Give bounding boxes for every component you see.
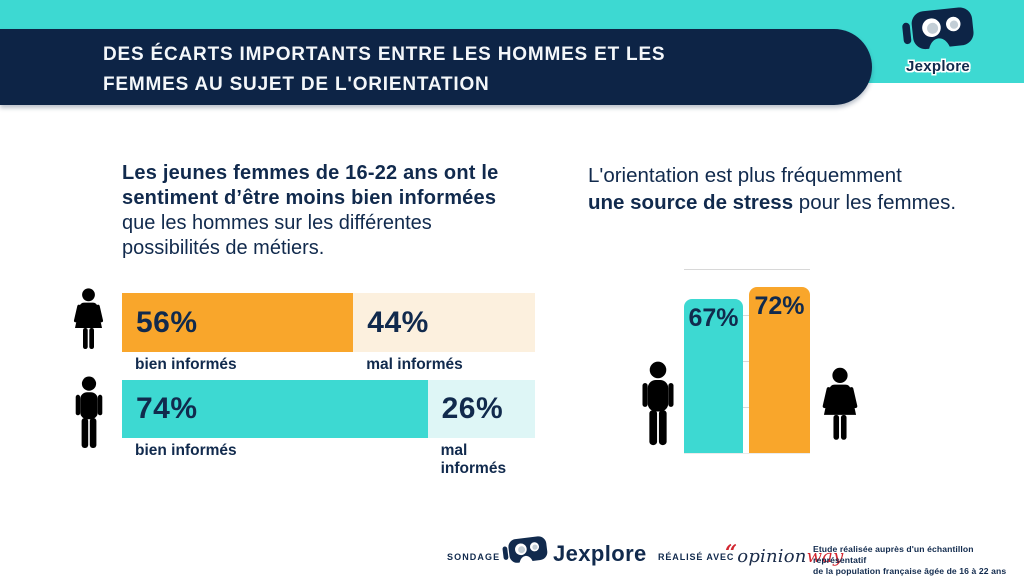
gridline-20: [684, 407, 810, 408]
women-mal-informes-label: mal informés: [366, 356, 463, 373]
women-mal-informes-value: 44%: [367, 305, 429, 339]
man-icon-large: [637, 358, 679, 454]
women-bien-informes-segment: 56%: [122, 293, 354, 352]
men-mal-informes-value: 26%: [441, 392, 504, 425]
left-intro-line4: possibilités de métiers.: [122, 237, 325, 259]
gridline-80: [684, 269, 810, 270]
women-bien-informes-value: 56%: [136, 305, 198, 339]
women-bar-labels: bien informés mal informés: [122, 356, 535, 374]
study-note: Etude réalisée auprès d'un échantillon r…: [813, 544, 1024, 576]
men-bien-informes-value: 74%: [136, 392, 198, 425]
man-icon: [71, 376, 107, 453]
men-bien-informes-label: bien informés: [135, 442, 237, 459]
woman-icon: [70, 288, 107, 354]
stress-bar-femmes-value: 72%: [754, 292, 805, 321]
vr-goggles-icon-footer: [502, 535, 548, 567]
right-intro-line1: L'orientation est plus fréquemment: [588, 164, 902, 187]
women-bien-informes-label: bien informés: [135, 356, 237, 373]
left-intro-line3: que les hommes sur les différentes: [122, 212, 432, 234]
men-informed-bar: 74% 26%: [122, 380, 535, 438]
left-intro-text: Les jeunes femmes de 16-22 ans ont le se…: [122, 161, 498, 261]
realise-avec-label: RÉALISÉ AVEC: [658, 552, 735, 562]
men-mal-informes-segment: 26%: [427, 380, 535, 438]
jexplore-logo: Jexplore: [892, 5, 984, 75]
men-bien-informes-segment: 74%: [122, 380, 428, 438]
stress-bar-hommes: 67%: [684, 298, 743, 453]
left-intro-line1: Les jeunes femmes de 16-22 ans ont le: [122, 162, 499, 184]
opinionway-text-dark: opinion: [737, 546, 807, 567]
chart-baseline: [684, 453, 810, 454]
page-title-line2: FEMMES AU SUJET DE L'ORIENTATION: [103, 74, 490, 95]
opinionway-text-red: way: [806, 546, 844, 567]
women-informed-bar: 56% 44%: [122, 293, 535, 352]
opinionway-logo: “opinionway: [725, 540, 844, 567]
title-banner: DES ÉCARTS IMPORTANTS ENTRE LES HOMMES E…: [0, 29, 872, 105]
stress-bar-hommes-value: 67%: [688, 303, 739, 332]
jexplore-logo-text: Jexplore: [905, 58, 971, 75]
jexplore-footer-text: Jexplore: [553, 541, 647, 566]
woman-icon-large: [818, 359, 862, 454]
page-title-line1: DES ÉCARTS IMPORTANTS ENTRE LES HOMMES E…: [103, 44, 666, 65]
right-intro-line2-regular: pour les femmes.: [793, 191, 957, 214]
gridline-40: [684, 361, 810, 362]
men-mal-informes-label: mal informés: [440, 442, 507, 477]
right-intro-text: L'orientation est plus fréquemment une s…: [588, 162, 956, 216]
vr-goggles-icon: [902, 7, 974, 50]
women-mal-informes-segment: 44%: [353, 293, 535, 352]
stress-chart: 67% 72%: [684, 223, 810, 454]
men-bar-labels: bien informés mal informés: [122, 442, 535, 478]
study-note-line2: de la population française âgée de 16 à …: [813, 566, 1007, 576]
stress-bar-femmes: 72%: [749, 287, 810, 453]
left-intro-line2: sentiment d’être moins bien informées: [122, 187, 497, 209]
sondage-label: SONDAGE: [447, 552, 501, 562]
right-intro-line2: une source de stress pour les femmes.: [588, 189, 956, 216]
right-intro-line2-bold: une source de stress: [588, 191, 794, 214]
study-note-line1: Etude réalisée auprès d'un échantillon r…: [813, 544, 974, 565]
gridline-60: [684, 315, 810, 316]
opinionway-quote-mark: “: [725, 540, 738, 565]
